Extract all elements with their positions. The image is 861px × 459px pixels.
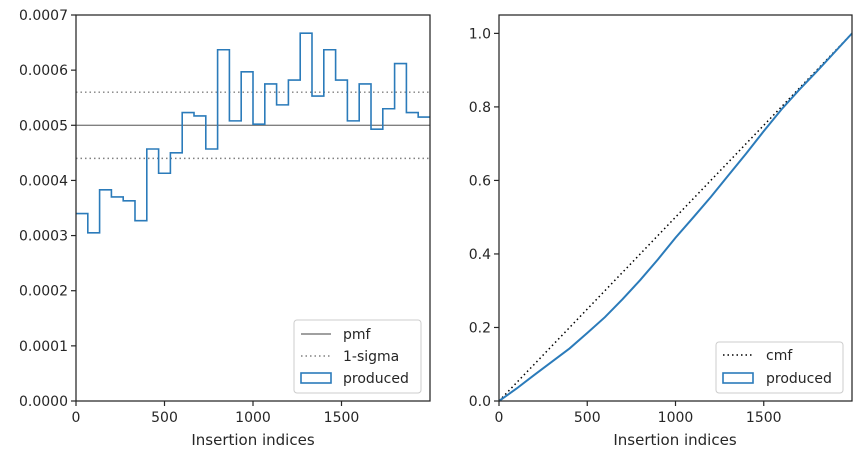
right-y-tick-label: 0.0: [469, 394, 491, 410]
right-y-tick-label: 1.0: [469, 26, 491, 42]
left-x-tick-label: 1000: [235, 410, 271, 426]
left-legend-pmf-label: pmf: [343, 327, 372, 343]
left-legend-box: [293, 319, 422, 394]
right-x-tick-label: 0: [495, 410, 504, 426]
right-y-tick-label: 0.4: [469, 247, 491, 263]
right-legend-produced-swatch: [722, 372, 754, 384]
left-x-tick-label: 500: [151, 410, 178, 426]
left-x-axis-label: Insertion indices: [191, 431, 314, 449]
right-x-tick-label: 500: [574, 410, 601, 426]
right-y-tick-label: 0.8: [469, 100, 491, 116]
left-y-tick-label: 0.0000: [19, 394, 68, 410]
right-y-tick-label: 0.6: [469, 173, 491, 189]
right-x-axis-label: Insertion indices: [613, 431, 736, 449]
left-legend-produced-label: produced: [343, 371, 409, 387]
left-y-tick-label: 0.0006: [19, 63, 68, 79]
right-legend-box: [715, 341, 844, 394]
right-panel: 0 500 1000 1500 0.0 0.2 0.4 0.6 0.8 1.0 Insertio…: [469, 14, 853, 449]
left-legend-produced-swatch: [300, 372, 332, 384]
right-legend-produced-label: produced: [766, 371, 832, 387]
right-produced-line: [498, 32, 853, 402]
left-y-tick-label: 0.0007: [19, 8, 68, 24]
left-y-tick-label: 0.0002: [19, 284, 68, 300]
left-y-tick-label: 0.0005: [19, 118, 68, 134]
left-y-tick-label: 0.0004: [19, 173, 68, 189]
left-legend: pmf 1-sigma produced: [293, 319, 422, 394]
right-x-tick-label: 1500: [746, 410, 782, 426]
left-x-tick-label: 0: [72, 410, 81, 426]
right-x-ticks: 0 500 1000 1500: [495, 401, 782, 426]
left-panel: 0 500 1000 1500 0.00000.00010.00020.00030.0…: [19, 8, 431, 449]
right-legend: cmf produced: [715, 341, 844, 394]
left-produced-histogram: [76, 32, 430, 234]
right-y-ticks: 0.0 0.2 0.4 0.6 0.8 1.0: [469, 26, 499, 410]
left-y-ticks: 0.0000 0.0001 0.0002 0.0003 0.0004 0.0005 0.00…: [19, 8, 76, 410]
left-y-tick-label: 0.0003: [19, 229, 68, 245]
right-y-tick-label: 0.2: [469, 320, 491, 336]
right-legend-cmf-label: cmf: [766, 348, 793, 364]
left-y-tick-label: 0.0001: [19, 339, 68, 355]
left-x-ticks: 0 500 1000 1500: [72, 401, 360, 426]
left-x-tick-label: 1500: [324, 410, 360, 426]
right-x-tick-label: 1000: [658, 410, 694, 426]
left-legend-sigma-label: 1-sigma: [343, 349, 399, 365]
